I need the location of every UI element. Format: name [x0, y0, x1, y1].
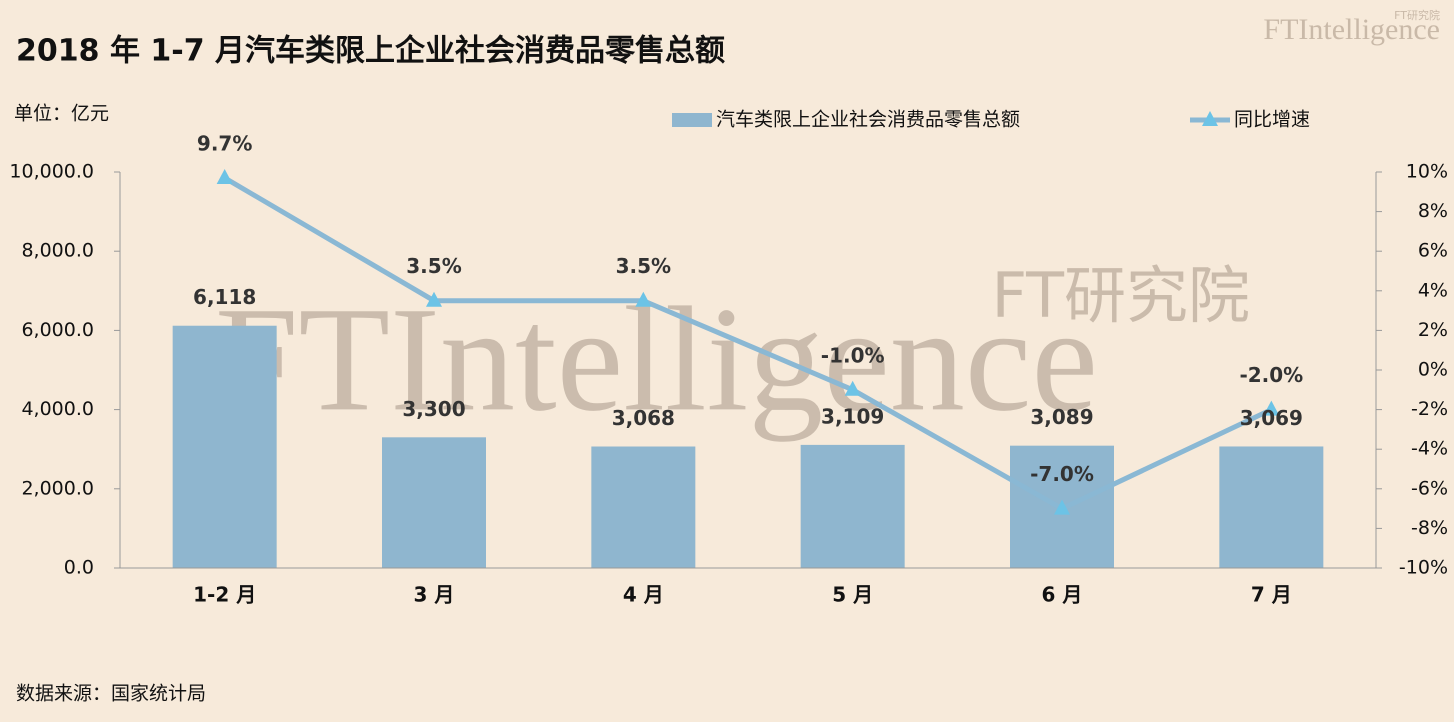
y-tick-label: 10,000.0	[9, 161, 94, 183]
logo-sub: FT研究院	[1394, 8, 1440, 22]
line-value-label: -7.0%	[1030, 462, 1094, 486]
y2-tick-label: -4%	[1411, 438, 1448, 460]
y2-tick-label: 0%	[1418, 359, 1448, 381]
logo: FTIntelligence	[1263, 13, 1440, 46]
chart-title: 2018 年 1-7 月汽车类限上企业社会消费品零售总额	[16, 34, 725, 69]
watermark-sub: FT研究院	[992, 259, 1250, 332]
legend-swatch	[672, 113, 712, 127]
legend-marker	[1202, 111, 1218, 126]
line-value-label: 3.5%	[406, 254, 461, 278]
bar-value-label: 3,300	[402, 397, 465, 421]
legend-label: 同比增速	[1234, 109, 1310, 131]
bar	[172, 325, 277, 568]
x-tick-label: 7 月	[1251, 583, 1292, 607]
y2-tick-label: 10%	[1406, 161, 1448, 183]
labels: 6,118 3,300 3,068 3,109 3,089 3,069 9.7% 3.5% 3.…	[193, 131, 1303, 486]
y2-tick-label: 6%	[1418, 240, 1448, 262]
x-tick-label: 6 月	[1042, 583, 1083, 607]
y2-tick-label: 4%	[1418, 279, 1448, 301]
line-marker	[1054, 499, 1070, 515]
y-tick-label: 2,000.0	[21, 477, 94, 499]
y-tick-label: 6,000.0	[21, 319, 94, 341]
y-tick-label: 8,000.0	[21, 240, 94, 262]
line-value-label: 9.7%	[197, 131, 252, 155]
x-tick-label: 3 月	[414, 583, 455, 607]
bar-value-label: 3,109	[821, 404, 884, 428]
legend-label: 汽车类限上企业社会消费品零售总额	[716, 109, 1020, 131]
unit-label: 单位：亿元	[14, 103, 109, 125]
bar-value-label: 6,118	[193, 285, 256, 309]
x-tick-label: 1-2 月	[193, 583, 256, 607]
y2-tick-label: -8%	[1411, 517, 1448, 539]
source: 数据来源：国家统计局	[16, 683, 206, 705]
y-tick-label: 4,000.0	[21, 398, 94, 420]
line-marker	[216, 168, 233, 184]
y2-tick-label: 8%	[1418, 200, 1448, 222]
line-marker	[426, 291, 442, 307]
bar	[382, 437, 486, 568]
y-tick-label: 0.0	[64, 557, 94, 579]
bar	[800, 444, 905, 568]
line-marker	[844, 380, 861, 396]
line-marker	[635, 291, 652, 307]
bar	[1219, 446, 1324, 568]
bar	[591, 446, 696, 568]
line-value-label: -2.0%	[1239, 363, 1303, 387]
y2-tick-label: 2%	[1418, 319, 1448, 341]
line-value-label: -1.0%	[821, 343, 885, 367]
line-value-label: 3.5%	[616, 254, 671, 278]
plot-area	[172, 168, 1324, 568]
x-tick-label: 5 月	[832, 583, 873, 607]
bar-value-label: 3,089	[1030, 405, 1093, 429]
x-tick-label: 4 月	[623, 583, 664, 607]
line	[223, 175, 1273, 512]
line-marker	[1263, 400, 1280, 416]
bar-value-label: 3,068	[612, 406, 675, 430]
y2-tick-label: -2%	[1411, 398, 1448, 420]
bar-value-label: 3,069	[1240, 406, 1303, 430]
y2-tick-label: -10%	[1399, 557, 1448, 579]
y2-tick-label: -6%	[1411, 477, 1448, 499]
